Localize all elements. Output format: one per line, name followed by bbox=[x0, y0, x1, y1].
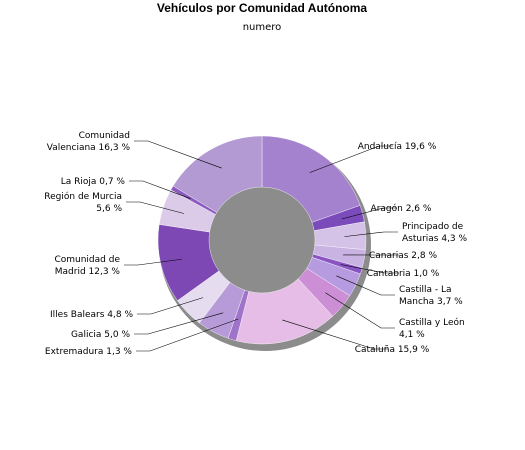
chart-title: Vehículos por Comunidad Autónoma bbox=[157, 1, 368, 15]
label-line: Illes Balears 4,8 % bbox=[50, 310, 133, 320]
leader-castilla-y-leon bbox=[325, 292, 395, 329]
label-comunidad-de: Comunidad de Madrid 12,3 % bbox=[54, 255, 120, 277]
leader-cantabria-1-0 bbox=[340, 264, 399, 274]
label-line: Asturias 4,3 % bbox=[402, 234, 468, 244]
label-line: 4,1 % bbox=[399, 330, 425, 340]
label-line: Aragón 2,6 % bbox=[371, 203, 432, 214]
label-line: La Rioja 0,7 % bbox=[61, 177, 126, 187]
label-region-de-murcia: Región de Murcia 5,6 % bbox=[44, 191, 122, 214]
chart-subtitle: numero bbox=[243, 22, 282, 33]
label-canarias-2-8: Canarias 2,8 % bbox=[369, 251, 437, 261]
label-line: Castilla y León bbox=[399, 317, 465, 328]
label-comunidad: Comunidad Valenciana 16,3 % bbox=[47, 131, 131, 153]
label-line: Comunidad bbox=[79, 131, 130, 141]
label-line: Principado de bbox=[402, 222, 464, 232]
slice-comunidad bbox=[172, 135, 263, 213]
label-castilla-y-leon: Castilla y León 4,1 % bbox=[399, 317, 465, 340]
leader-lines bbox=[124, 140, 399, 352]
leader-comunidad bbox=[134, 140, 222, 169]
label-aragon-2-6: Aragón 2,6 % bbox=[371, 203, 432, 214]
label-cataluna-15-9: Cataluña 15,9 % bbox=[355, 345, 430, 355]
label-extremadura-1-3: Extremadura 1,3 % bbox=[45, 347, 133, 357]
label-castilla-la: Castilla - La Mancha 3,7 % bbox=[399, 285, 463, 307]
leader-la-rioja-0-7 bbox=[129, 180, 191, 199]
label-galicia-5-0: Galicia 5,0 % bbox=[71, 330, 130, 340]
leader-cataluna-15-9 bbox=[282, 319, 388, 350]
label-line: Canarias 2,8 % bbox=[369, 251, 437, 261]
label-cantabria-1-0: Cantabria 1,0 % bbox=[367, 269, 440, 279]
label-line: 5,6 % bbox=[96, 204, 122, 214]
leader-extremadura-1-3 bbox=[136, 318, 239, 352]
label-line: Castilla - La bbox=[399, 285, 452, 295]
label-line: Valenciana 16,3 % bbox=[47, 143, 131, 153]
label-andalucia-19-6: Andalucía 19,6 % bbox=[358, 142, 437, 152]
donut-slices bbox=[157, 135, 367, 345]
label-la-rioja-0-7: La Rioja 0,7 % bbox=[61, 177, 126, 187]
leader-comunidad-de bbox=[124, 258, 182, 266]
label-line: Cantabria 1,0 % bbox=[367, 269, 440, 279]
label-line: Región de Murcia bbox=[44, 191, 122, 202]
label-line: Mancha 3,7 % bbox=[399, 297, 463, 307]
leader-castilla-la bbox=[336, 275, 395, 296]
leader-illes-balears-4-8 bbox=[137, 297, 204, 315]
slice-labels: Andalucía 19,6 % Aragón 2,6 % Principado d… bbox=[44, 131, 467, 357]
leader-andalucia-19-6 bbox=[309, 145, 393, 173]
label-line: Galicia 5,0 % bbox=[71, 330, 130, 340]
label-line: Cataluña 15,9 % bbox=[355, 345, 430, 355]
leader-region-de-murcia bbox=[126, 201, 184, 214]
label-line: Madrid 12,3 % bbox=[55, 267, 121, 277]
label-line: Comunidad de bbox=[54, 255, 120, 265]
leader-principado-de bbox=[344, 231, 398, 237]
slice-andalucia-19-6 bbox=[261, 135, 361, 223]
label-line: Extremadura 1,3 % bbox=[45, 347, 133, 357]
leader-galicia-5-0 bbox=[134, 312, 224, 335]
leader-aragon-2-6 bbox=[341, 207, 397, 220]
label-principado-de: Principado de Asturias 4,3 % bbox=[402, 222, 468, 244]
label-illes-balears-4-8: Illes Balears 4,8 % bbox=[50, 310, 133, 320]
label-line: Andalucía 19,6 % bbox=[358, 142, 437, 152]
